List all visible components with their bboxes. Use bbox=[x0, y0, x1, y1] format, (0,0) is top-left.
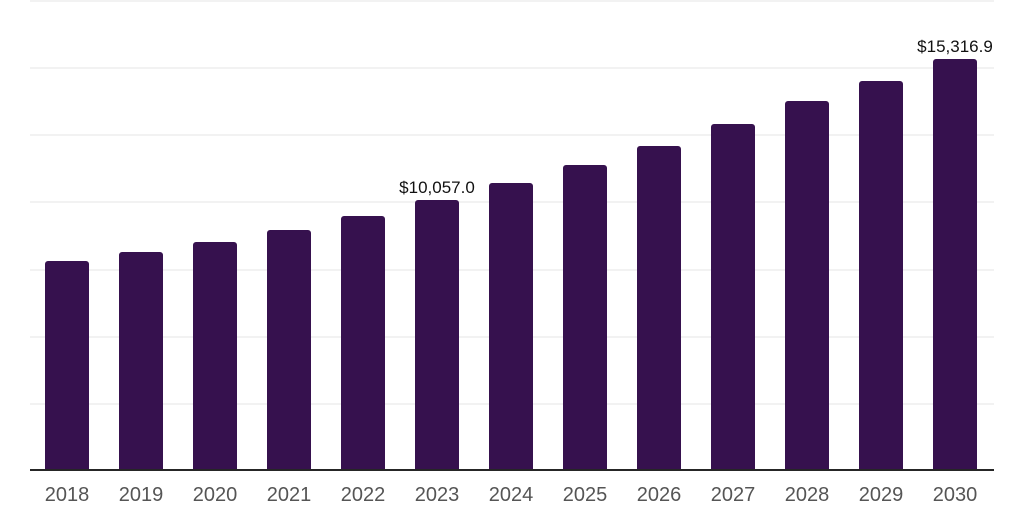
gridline bbox=[30, 67, 994, 70]
x-axis-label-2029: 2029 bbox=[858, 484, 904, 506]
bar-value-label-2023: $10,057.0 bbox=[399, 177, 475, 197]
x-axis-label-2026: 2026 bbox=[636, 484, 682, 506]
bar-2027 bbox=[711, 124, 755, 470]
x-axis-label-2023: 2023 bbox=[414, 484, 460, 506]
x-axis-line bbox=[30, 469, 994, 471]
bar-2019 bbox=[119, 252, 163, 470]
x-axis-label-2025: 2025 bbox=[562, 484, 608, 506]
bar-2025 bbox=[563, 165, 607, 470]
bar-2021 bbox=[267, 230, 311, 470]
x-axis-label-2019: 2019 bbox=[118, 484, 164, 506]
bar-2030 bbox=[933, 58, 977, 470]
x-axis-label-2028: 2028 bbox=[784, 484, 830, 506]
bar-2024 bbox=[489, 183, 533, 470]
x-axis-label-2027: 2027 bbox=[710, 484, 756, 506]
bar-2028 bbox=[785, 100, 829, 470]
bar-2022 bbox=[341, 215, 385, 470]
gridline bbox=[30, 134, 994, 137]
bar-2020 bbox=[193, 241, 237, 470]
x-axis-label-2022: 2022 bbox=[340, 484, 386, 506]
bar-2023 bbox=[415, 199, 459, 470]
x-axis-label-2020: 2020 bbox=[192, 484, 238, 506]
gridline bbox=[30, 0, 994, 2]
bar-2026 bbox=[637, 145, 681, 470]
x-axis-label-2021: 2021 bbox=[266, 484, 312, 506]
x-axis-label-2030: 2030 bbox=[932, 484, 978, 506]
bar-value-label-2030: $15,316.9 bbox=[917, 36, 993, 56]
bar-2029 bbox=[859, 80, 903, 470]
x-axis-label-2024: 2024 bbox=[488, 484, 534, 506]
bar-2018 bbox=[45, 261, 89, 470]
x-axis-label-2018: 2018 bbox=[44, 484, 90, 506]
